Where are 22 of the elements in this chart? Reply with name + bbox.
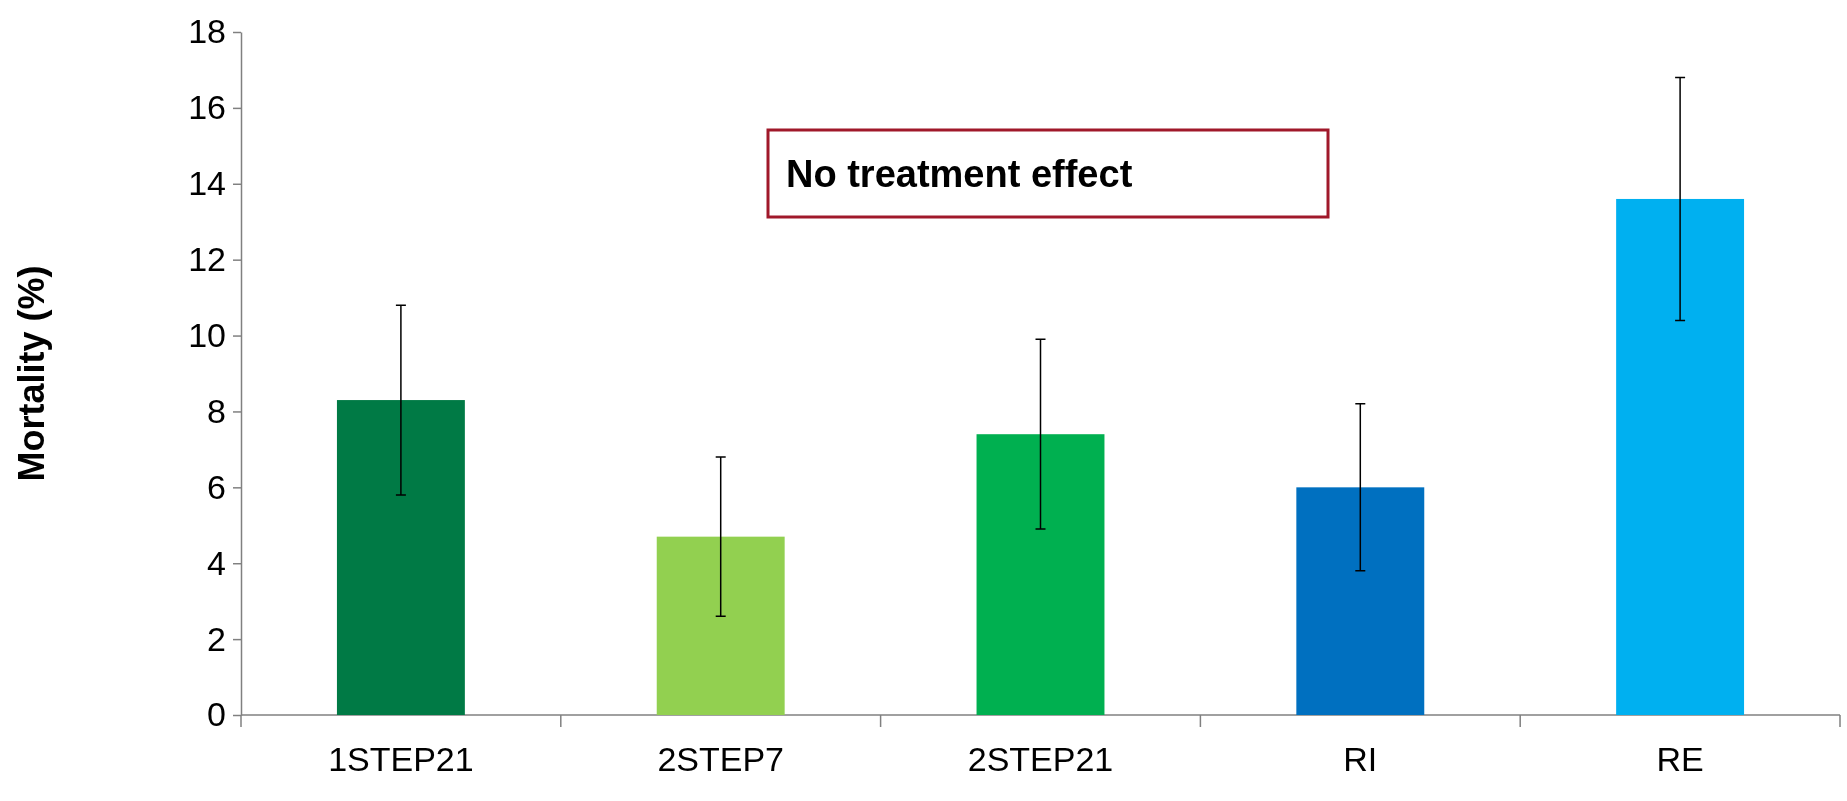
y-tick-label: 8: [207, 391, 226, 430]
bar: [656, 536, 785, 715]
bar: [1296, 487, 1425, 715]
x-tick-label: RE: [1656, 740, 1704, 778]
bar: [336, 400, 465, 715]
y-axis-title: Mortality (%): [11, 265, 52, 482]
x-tick-label: 2STEP21: [967, 740, 1114, 778]
y-tick-label: 4: [207, 543, 226, 582]
bar: [976, 434, 1105, 715]
y-tick-label: 18: [188, 12, 226, 51]
bar: [1616, 198, 1745, 715]
x-tick-label: 1STEP21: [328, 740, 474, 778]
y-tick-label: 0: [207, 695, 226, 734]
x-tick-label: RI: [1343, 740, 1378, 778]
y-tick-label: 2: [207, 619, 226, 658]
y-tick-label: 6: [207, 467, 226, 506]
x-tick-label: 2STEP7: [657, 740, 785, 778]
y-tick-label: 10: [188, 315, 226, 354]
annotation: No treatment effect: [786, 152, 1133, 195]
y-tick-label: 16: [188, 88, 226, 127]
y-tick-label: 14: [188, 164, 226, 203]
y-tick-label: 12: [188, 240, 226, 279]
